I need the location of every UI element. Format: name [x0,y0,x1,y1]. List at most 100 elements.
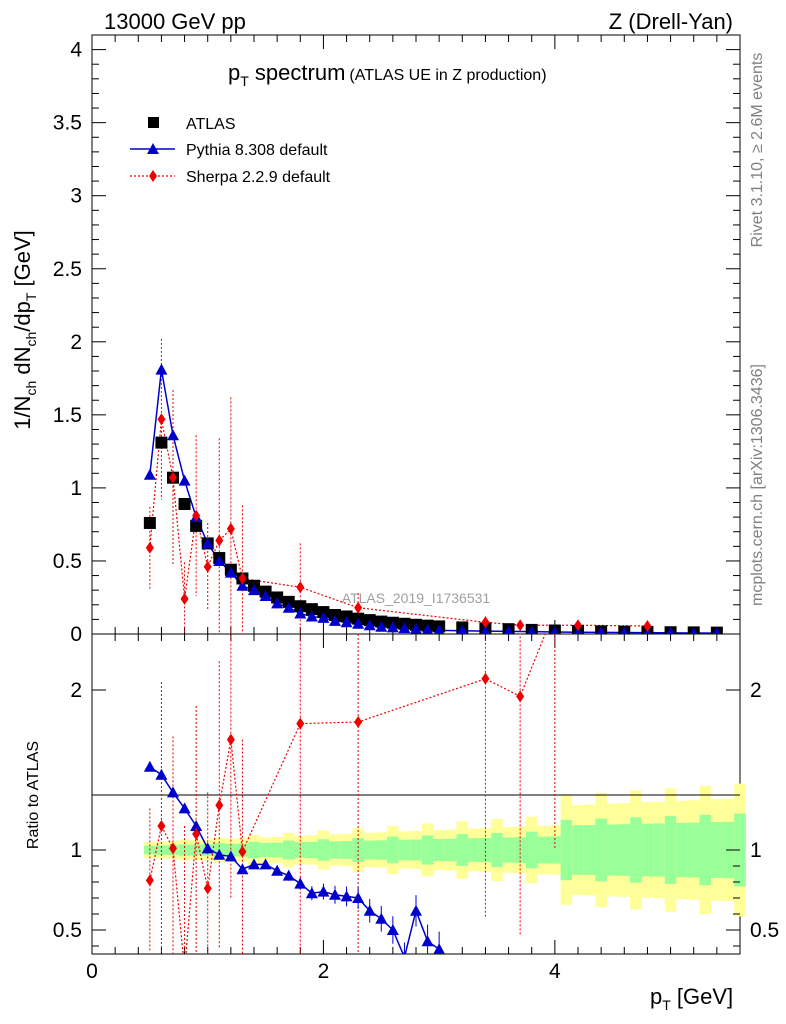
ratio-ytick-label-left: 1 [70,839,82,862]
band-inner-bin [479,837,492,863]
sherpa-point [481,616,490,629]
pythia-point [433,624,445,634]
sherpa-point [203,560,212,573]
ratio-pythia-point [213,848,226,860]
ratio-pythia-point [282,869,295,881]
atlas-point [143,516,156,529]
pythia-point [480,625,491,634]
main-ylabel: 1/Nch dNch/dpT [GeV] [10,230,39,430]
sherpa-point [296,581,305,594]
sherpa-point [157,413,166,426]
ytick-label: 0.5 [53,550,82,573]
ratio-ylabel: Ratio to ATLAS [25,741,42,849]
ratio-sherpa-point [354,716,363,728]
plot-title: pT spectrum (ATLAS UE in Z production) [228,60,547,89]
pythia-point [155,363,168,375]
ratio-ytick-label-left: 2 [70,679,82,702]
pythia-point [248,584,260,596]
pythia-point [305,610,318,622]
legend-pythia-marker [147,143,159,154]
band-inner-bin [502,837,515,863]
band-inner-bin [664,816,677,884]
band-inner-bin [595,818,607,882]
band-inner-bin [653,823,665,877]
pythia-point [352,617,365,629]
pythia-point [457,624,468,634]
band-inner-bin [271,842,283,858]
ratio-sherpa-point [169,842,177,855]
ratio-ytick-label-right: 1 [750,839,762,862]
ratio-sherpa-point [296,717,305,730]
band-inner-bin [282,840,295,860]
title-main: p [228,60,240,85]
sherpa-point [574,619,582,632]
atlas-point [294,600,307,613]
ratio-sherpa-point [203,882,212,895]
ratio-pythia-point [375,912,388,924]
band-inner-bin [444,838,457,862]
uncertainty-bands [144,783,746,917]
title-note: (ATLAS UE in Z production) [349,67,546,84]
band-inner-bin [583,825,596,875]
pythia-point [236,579,249,591]
sherpa-point [226,522,235,535]
ratio-pythia-point [271,864,284,876]
pythia-point [317,611,330,623]
pythia-point [666,626,675,634]
ratio-sherpa-point [481,672,490,685]
band-inner-bin [572,825,584,875]
legend: ATLAS Pythia 8.308 default Sherpa 2.2.9 … [130,116,331,186]
ratio-pythia-point [259,858,272,870]
title-sub: T [240,73,249,89]
band-inner-bin [525,831,538,869]
mcplots-label: mcplots.cern.ch [arXiv:1306.3436] [749,364,766,606]
band-inner-bin [630,817,642,883]
ratio-pythia-point [236,863,249,875]
ratio-pythia-point [248,858,260,870]
band-inner-bin [549,836,561,864]
ratio-pythia-point [340,890,353,902]
sherpa-point [192,509,201,522]
band-inner-bin [317,839,330,861]
xtick-labels: 0 2 4 [86,960,561,983]
pythia-point [503,625,514,634]
ratio-pythia-point [143,760,156,772]
pythia-point [213,554,226,566]
pythia-point [143,468,156,480]
pythia-point [294,607,307,619]
band-inner-bin [676,822,688,878]
legend-atlas-marker [148,117,159,128]
ratio-series [143,634,556,954]
atlas-point [178,497,191,510]
pythia-point [282,601,295,613]
ratio-ytick-label-right: 0.5 [750,919,779,942]
band-inner-bin [456,834,469,866]
band-inner-bin [433,839,445,861]
pythia-point [259,590,272,602]
atlas-point [190,519,203,532]
xlabel: pT [GeV] [650,984,733,1013]
ratio-pythia-point [433,943,446,954]
band-inner-bin [410,839,422,861]
legend-sherpa-marker [149,170,157,182]
band-inner-bin [711,822,723,878]
ytick-label: 2.5 [53,258,82,281]
band-inner-bin [259,842,272,858]
main-series [143,338,723,634]
band-inner-bin [468,838,480,862]
ratio-pythia-point [352,892,365,903]
band-inner-bin [491,832,503,868]
ratio-pythia-point [305,887,318,899]
ratio-pythia-point [329,888,341,900]
legend-sherpa-label: Sherpa 2.2.9 default [186,169,331,186]
ratio-sherpa-point [226,733,235,746]
atlas-point [305,603,318,616]
band-inner-bin [225,843,237,857]
band-inner-bin [340,841,353,859]
legend-atlas-label: ATLAS [186,116,236,133]
pythia-point [689,626,698,634]
pythia-point [550,625,560,634]
band-inner-bin [306,841,318,859]
sherpa-point [145,541,154,554]
sherpa-point [643,619,652,632]
